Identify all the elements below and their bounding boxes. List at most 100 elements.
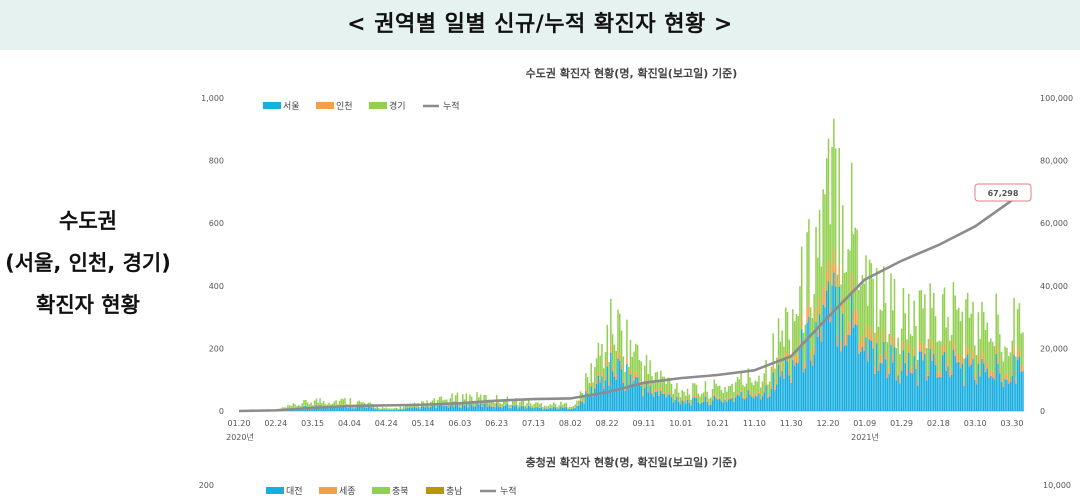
bar-인천 bbox=[585, 388, 587, 392]
bar-경기 bbox=[970, 313, 972, 357]
bar-서울 bbox=[845, 345, 848, 411]
bar-경기 bbox=[740, 371, 742, 389]
bar-경기 bbox=[710, 397, 712, 404]
bar-서울 bbox=[351, 408, 353, 411]
bar-서울 bbox=[449, 405, 452, 411]
bar-서울 bbox=[686, 399, 689, 411]
bar-서울 bbox=[950, 374, 953, 411]
chart2-legend-label: 대전 bbox=[286, 486, 303, 497]
bar-서울 bbox=[569, 409, 571, 411]
bar-인천 bbox=[874, 367, 876, 374]
bar-인천 bbox=[478, 403, 480, 405]
bar-인천 bbox=[718, 397, 721, 400]
bar-인천 bbox=[925, 375, 928, 381]
bar-경기 bbox=[385, 407, 387, 410]
bar-서울 bbox=[403, 408, 405, 411]
bar-경기 bbox=[833, 118, 835, 249]
bar-경기 bbox=[936, 341, 939, 373]
bar-경기 bbox=[977, 312, 980, 356]
bar-인천 bbox=[993, 374, 996, 380]
bar-경기 bbox=[535, 402, 537, 407]
bar-경기 bbox=[344, 398, 346, 405]
bar-경기 bbox=[426, 400, 428, 405]
bar-서울 bbox=[909, 372, 912, 411]
chart2-y2-tick-label: 10,000 bbox=[1043, 481, 1071, 490]
bar-서울 bbox=[474, 406, 477, 411]
bar-서울 bbox=[331, 407, 334, 411]
bar-인천 bbox=[565, 406, 568, 407]
region-subtitle: 확진자 현황 bbox=[36, 293, 140, 317]
bar-서울 bbox=[916, 385, 919, 411]
bar-경기 bbox=[695, 384, 698, 397]
bar-경기 bbox=[360, 402, 362, 407]
bar-경기 bbox=[1011, 340, 1014, 371]
bar-경기 bbox=[608, 362, 610, 382]
bar-인천 bbox=[522, 405, 525, 407]
bar-인천 bbox=[895, 375, 898, 381]
bar-서울 bbox=[940, 377, 942, 411]
bar-인천 bbox=[811, 358, 814, 366]
bar-서울 bbox=[868, 339, 871, 411]
bar-서울 bbox=[490, 406, 493, 411]
header-banner: < 권역별 일별 신규/누적 확진자 현황 > bbox=[0, 0, 1080, 50]
bar-서울 bbox=[913, 355, 915, 411]
bar-인천 bbox=[322, 405, 325, 407]
bar-경기 bbox=[338, 400, 341, 406]
bar-경기 bbox=[652, 382, 655, 395]
bar-인천 bbox=[533, 407, 535, 408]
bar-경기 bbox=[567, 407, 569, 409]
bar-경기 bbox=[390, 408, 393, 410]
bar-서울 bbox=[415, 407, 418, 411]
bar-인천 bbox=[1013, 345, 1015, 355]
bar-서울 bbox=[495, 403, 498, 411]
bar-서울 bbox=[663, 393, 666, 411]
bar-서울 bbox=[818, 314, 821, 411]
bar-서울 bbox=[1009, 381, 1012, 411]
y2-tick-label: 60,000 bbox=[1040, 219, 1068, 228]
bar-인천 bbox=[834, 265, 837, 287]
bar-경기 bbox=[850, 162, 853, 274]
bar-서울 bbox=[815, 321, 817, 411]
bar-서울 bbox=[429, 406, 432, 411]
bar-인천 bbox=[661, 390, 664, 394]
bar-인천 bbox=[888, 367, 890, 374]
bar-인천 bbox=[813, 344, 815, 355]
bar-인천 bbox=[788, 369, 791, 376]
bar-인천 bbox=[572, 407, 575, 409]
bar-경기 bbox=[465, 393, 468, 402]
bar-인천 bbox=[991, 371, 994, 378]
bar-경기 bbox=[686, 388, 689, 399]
bar-서울 bbox=[451, 403, 453, 411]
bar-경기 bbox=[613, 344, 616, 372]
y-tick-label: 400 bbox=[209, 282, 224, 291]
bar-경기 bbox=[490, 401, 493, 406]
bar-경기 bbox=[938, 340, 940, 372]
bar-경기 bbox=[957, 307, 960, 354]
bar-경기 bbox=[504, 400, 507, 405]
bar-서울 bbox=[394, 409, 396, 411]
bar-경기 bbox=[660, 370, 662, 388]
bar-인천 bbox=[467, 406, 469, 408]
bar-경기 bbox=[972, 301, 974, 350]
bar-서울 bbox=[899, 383, 901, 411]
bar-경기 bbox=[852, 234, 855, 314]
bar-서울 bbox=[768, 396, 771, 411]
bar-인천 bbox=[519, 405, 521, 407]
bar-경기 bbox=[874, 332, 876, 368]
bar-경기 bbox=[294, 404, 296, 408]
bar-서울 bbox=[388, 409, 391, 411]
bar-서울 bbox=[533, 407, 535, 411]
bar-인천 bbox=[793, 358, 796, 367]
bar-인천 bbox=[1020, 365, 1022, 372]
bar-경기 bbox=[781, 330, 783, 365]
bar-경기 bbox=[834, 148, 837, 266]
bar-서울 bbox=[619, 360, 621, 411]
bar-서울 bbox=[747, 390, 749, 411]
bar-인천 bbox=[613, 371, 616, 377]
bar-서울 bbox=[565, 406, 568, 411]
bar-인천 bbox=[549, 407, 551, 408]
bar-경기 bbox=[283, 407, 286, 410]
bar-서울 bbox=[485, 403, 487, 411]
bar-인천 bbox=[824, 289, 826, 308]
bar-서울 bbox=[918, 351, 921, 411]
